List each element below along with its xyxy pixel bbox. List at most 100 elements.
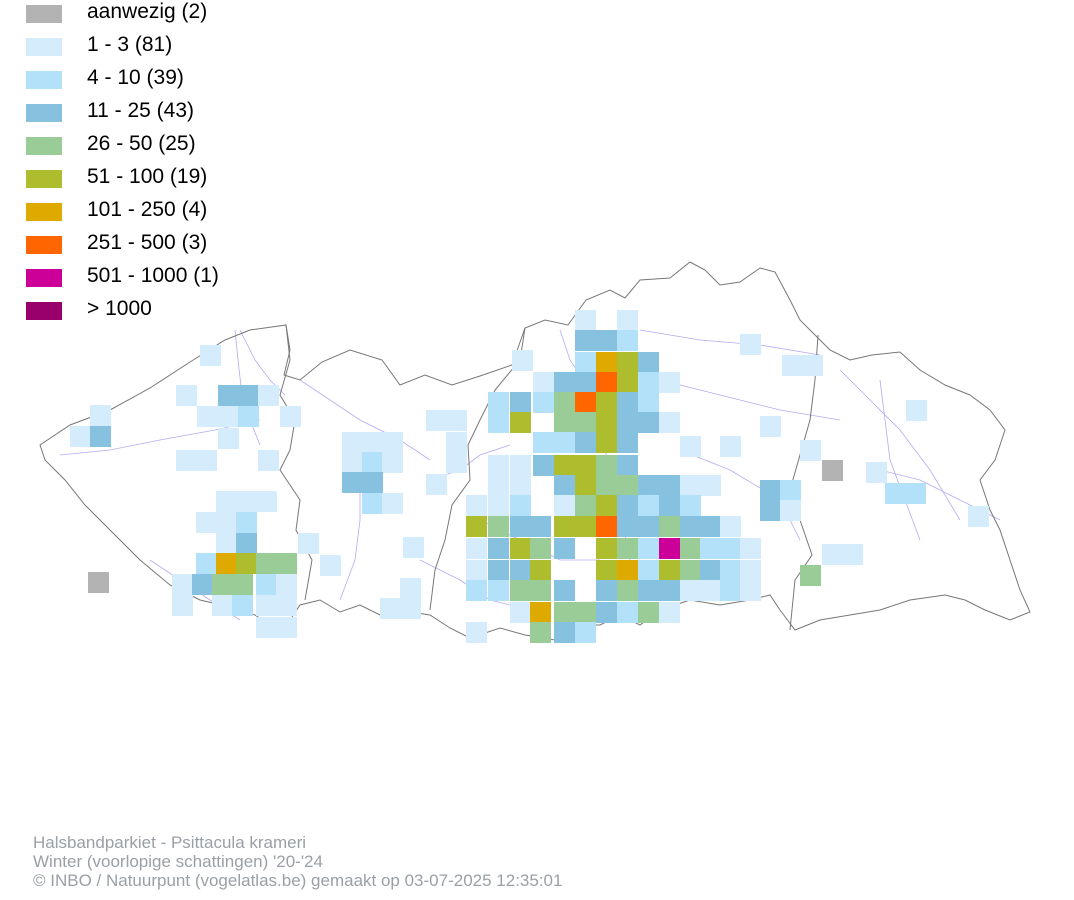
grid-cell xyxy=(530,538,551,559)
grid-cell xyxy=(510,495,531,516)
grid-cell xyxy=(530,622,551,643)
grid-cell xyxy=(236,491,257,512)
grid-cell xyxy=(342,452,363,473)
grid-cell xyxy=(554,602,575,623)
grid-cell xyxy=(488,495,509,516)
legend-swatch xyxy=(26,104,62,122)
grid-cell xyxy=(276,617,297,638)
legend-label: 101 - 250 (4) xyxy=(87,198,208,221)
grid-cell xyxy=(800,440,821,461)
legend-swatch xyxy=(26,5,62,23)
grid-cell xyxy=(596,516,617,537)
grid-cell xyxy=(216,491,237,512)
grid-cell xyxy=(596,538,617,559)
grid-cell xyxy=(488,516,509,537)
grid-cell xyxy=(575,412,596,433)
grid-cell xyxy=(617,495,638,516)
grid-cell xyxy=(968,506,989,527)
grid-cell xyxy=(617,432,638,453)
grid-cell xyxy=(554,432,575,453)
grid-cell xyxy=(510,560,531,581)
legend-swatch xyxy=(26,203,62,221)
grid-cell xyxy=(617,352,638,373)
legend-swatch xyxy=(26,71,62,89)
grid-cell xyxy=(530,580,551,601)
grid-cell xyxy=(196,553,217,574)
grid-cell xyxy=(466,580,487,601)
grid-cell xyxy=(596,455,617,476)
grid-cell xyxy=(533,392,554,413)
grid-cell xyxy=(554,580,575,601)
grid-cell xyxy=(216,512,237,533)
grid-cell xyxy=(802,355,823,376)
grid-cell xyxy=(488,475,509,496)
grid-cell xyxy=(617,580,638,601)
grid-cell xyxy=(700,580,721,601)
grid-cell xyxy=(258,385,279,406)
grid-cell xyxy=(575,392,596,413)
grid-cell xyxy=(638,560,659,581)
grid-cell xyxy=(342,432,363,453)
legend-label: 1 - 3 (81) xyxy=(87,33,173,56)
grid-cell xyxy=(446,432,467,453)
grid-cell xyxy=(596,602,617,623)
grid-cell xyxy=(575,475,596,496)
grid-cell xyxy=(740,538,761,559)
grid-cell xyxy=(617,516,638,537)
grid-cell xyxy=(740,580,761,601)
grid-cell xyxy=(575,352,596,373)
grid-cell xyxy=(680,538,701,559)
grid-cell xyxy=(510,455,531,476)
grid-cell xyxy=(596,412,617,433)
grid-cell xyxy=(488,412,509,433)
grid-cell xyxy=(617,602,638,623)
grid-cell xyxy=(638,372,659,393)
legend-swatch xyxy=(26,302,62,320)
grid-cell xyxy=(842,544,863,565)
grid-cell xyxy=(510,580,531,601)
grid-cell xyxy=(617,372,638,393)
grid-cell xyxy=(236,512,257,533)
grid-cell xyxy=(362,493,383,514)
grid-cell xyxy=(276,553,297,574)
grid-cell xyxy=(617,412,638,433)
grid-cell xyxy=(466,495,487,516)
grid-cell xyxy=(638,516,659,537)
grid-cell xyxy=(680,475,701,496)
grid-cell xyxy=(466,516,487,537)
grid-cell xyxy=(236,553,257,574)
legend-label: 251 - 500 (3) xyxy=(87,231,208,254)
grid-cell xyxy=(760,416,781,437)
grid-cell xyxy=(780,500,801,521)
grid-cell xyxy=(256,595,277,616)
grid-cell xyxy=(720,538,741,559)
grid-cell xyxy=(617,330,638,351)
grid-cell xyxy=(575,495,596,516)
grid-cell xyxy=(575,432,596,453)
grid-cell xyxy=(70,426,91,447)
grid-cell xyxy=(659,412,680,433)
grid-cell xyxy=(596,330,617,351)
grid-cell xyxy=(466,538,487,559)
grid-cell xyxy=(554,538,575,559)
grid-cell xyxy=(218,385,239,406)
grid-cell xyxy=(575,372,596,393)
grid-cell xyxy=(596,392,617,413)
grid-cell xyxy=(446,410,467,431)
grid-cell xyxy=(530,560,551,581)
grid-cell xyxy=(596,372,617,393)
grid-cell xyxy=(596,432,617,453)
grid-cell xyxy=(822,460,843,481)
legend-label: > 1000 xyxy=(87,297,152,320)
grid-cell xyxy=(276,595,297,616)
grid-cell xyxy=(554,372,575,393)
grid-cell xyxy=(720,436,741,457)
grid-cell xyxy=(510,516,531,537)
grid-cell xyxy=(596,475,617,496)
grid-cell xyxy=(617,392,638,413)
grid-cell xyxy=(617,310,638,331)
grid-cell xyxy=(238,406,259,427)
grid-cell xyxy=(196,450,217,471)
grid-cell xyxy=(638,602,659,623)
